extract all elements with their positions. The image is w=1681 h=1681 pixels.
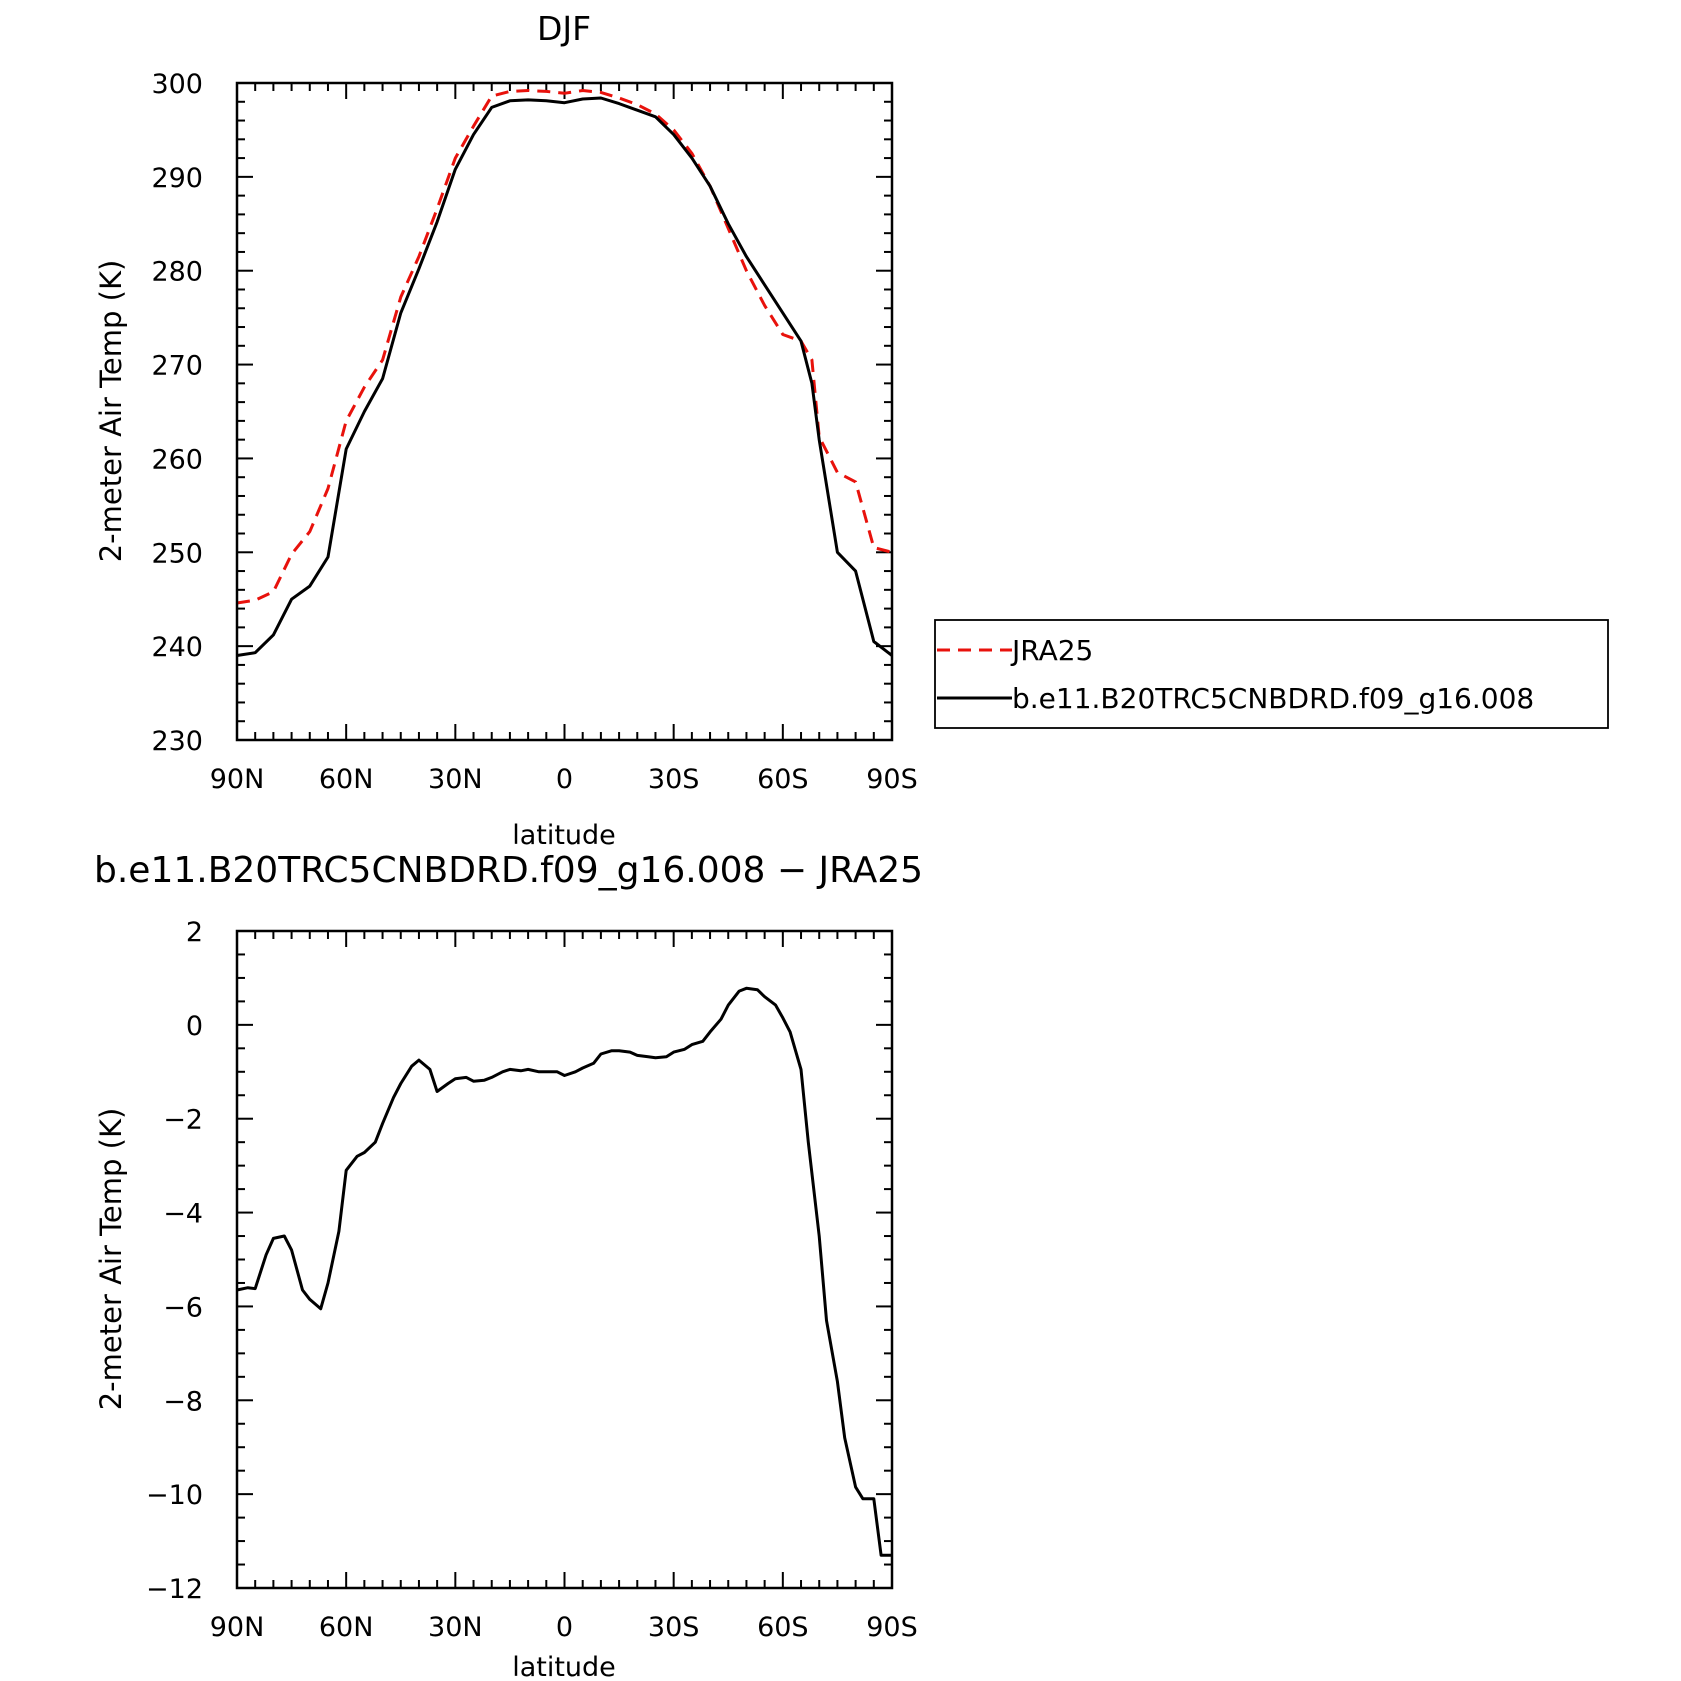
y-tick-label: −4 <box>163 1199 203 1230</box>
legend: JRA25 b.e11.B20TRC5CNBDRD.f09_g16.008 <box>934 619 1609 729</box>
tick-layer <box>236 82 893 741</box>
y-tick-label: 270 <box>151 351 203 382</box>
y-tick-label: −6 <box>163 1292 203 1323</box>
series-line-b-e11-b20trc5cnbdrd-f09-g16-008 <box>236 96 893 657</box>
x-tick-label: 90N <box>210 764 265 795</box>
legend-box <box>934 619 1609 729</box>
legend-label-model: b.e11.B20TRC5CNBDRD.f09_g16.008 <box>1012 682 1534 715</box>
x-axis-label: latitude <box>512 1652 616 1681</box>
x-tick-label: 60N <box>319 764 374 795</box>
x-tick-label: 30S <box>648 1612 700 1643</box>
tick-label-layer: 90N 60N 30N 0 30S 60S 90S −12 −10 −8 −6 −4 −2 0 2 <box>146 917 918 1643</box>
y-tick-label: 280 <box>151 257 203 288</box>
x-tick-label: 60S <box>757 764 809 795</box>
y-tick-label: 300 <box>151 69 203 100</box>
x-tick-label: 30N <box>428 1612 483 1643</box>
x-tick-label: 90N <box>210 1612 265 1643</box>
series-layer <box>236 986 892 1557</box>
legend-label-jra25: JRA25 <box>1010 634 1093 667</box>
x-tick-label: 30S <box>648 764 700 795</box>
x-tick-label: 30N <box>428 764 483 795</box>
temperature-panel: DJF 90N 60N 30N 0 30S 60S 90S 230 240 250 260 270 28… <box>94 9 918 851</box>
plot-frame <box>235 929 894 1590</box>
x-tick-label: 0 <box>556 764 573 795</box>
y-tick-label: 230 <box>151 726 203 757</box>
y-tick-label: −8 <box>163 1386 203 1417</box>
x-axis-label: latitude <box>512 820 616 851</box>
difference-series-line <box>236 986 892 1557</box>
difference-panel: b.e11.B20TRC5CNBDRD.f09_g16.008 − JRA25 … <box>94 850 923 1681</box>
y-tick-label: 250 <box>151 538 203 569</box>
x-tick-label: 90S <box>866 1612 918 1643</box>
tick-layer <box>236 930 893 1589</box>
y-tick-label: 240 <box>151 632 203 663</box>
series-layer <box>236 89 893 657</box>
y-tick-label: 260 <box>151 444 203 475</box>
y-axis-label: 2-meter Air Temp (K) <box>94 1108 128 1411</box>
tick-label-layer: 90N 60N 30N 0 30S 60S 90S 230 240 250 260 270 280 290… <box>151 69 917 795</box>
y-axis-label: 2-meter Air Temp (K) <box>94 260 128 563</box>
panel-title: DJF <box>537 9 591 48</box>
x-tick-label: 60S <box>757 1612 809 1643</box>
x-tick-label: 90S <box>866 764 918 795</box>
panel-title: b.e11.B20TRC5CNBDRD.f09_g16.008 − JRA25 <box>94 850 923 891</box>
plot-frame <box>235 81 894 742</box>
x-tick-label: 0 <box>556 1612 573 1643</box>
y-tick-label: 2 <box>186 917 203 948</box>
y-tick-label: 0 <box>186 1011 203 1042</box>
y-tick-label: −10 <box>146 1480 203 1511</box>
x-tick-label: 60N <box>319 1612 374 1643</box>
series-line-jra25 <box>236 89 893 605</box>
y-tick-label: −12 <box>146 1574 203 1605</box>
y-tick-label: −2 <box>163 1105 203 1136</box>
y-tick-label: 290 <box>151 163 203 194</box>
